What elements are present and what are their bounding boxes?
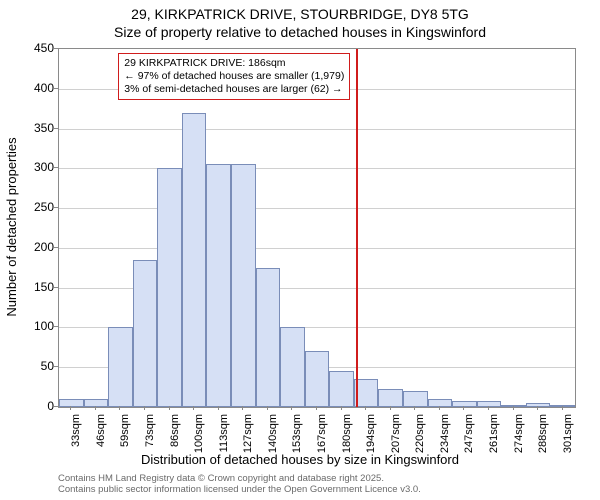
- reference-line: [356, 49, 358, 407]
- histogram-bar: [256, 268, 281, 407]
- histogram-bar: [403, 391, 428, 407]
- xtick-mark: [341, 406, 342, 410]
- xtick-mark: [144, 406, 145, 410]
- annotation-callout: 29 KIRKPATRICK DRIVE: 186sqm ← 97% of de…: [118, 53, 350, 100]
- xtick-mark: [267, 406, 268, 410]
- xtick-mark: [291, 406, 292, 410]
- histogram-bar: [133, 260, 158, 407]
- xtick-mark: [562, 406, 563, 410]
- histogram-bar: [206, 164, 231, 407]
- xtick-mark: [414, 406, 415, 410]
- ytick-label: 250: [14, 200, 54, 214]
- ytick-label: 200: [14, 240, 54, 254]
- histogram-bar: [280, 327, 305, 407]
- gridline: [59, 168, 575, 169]
- credits-line2: Contains public sector information licen…: [58, 484, 421, 495]
- ytick-label: 50: [14, 359, 54, 373]
- histogram-bar: [501, 405, 526, 407]
- histogram-bar: [550, 405, 575, 407]
- histogram-bar: [378, 389, 403, 407]
- xtick-mark: [193, 406, 194, 410]
- histogram-bar: [182, 113, 207, 407]
- annotation-line1: 29 KIRKPATRICK DRIVE: 186sqm: [124, 57, 344, 70]
- credits: Contains HM Land Registry data © Crown c…: [58, 473, 421, 496]
- xtick-mark: [70, 406, 71, 410]
- ytick-label: 300: [14, 160, 54, 174]
- histogram-bar: [59, 399, 84, 407]
- histogram-bar: [157, 168, 182, 407]
- annotation-line3: 3% of semi-detached houses are larger (6…: [124, 83, 344, 96]
- xtick-mark: [365, 406, 366, 410]
- ytick-label: 0: [14, 399, 54, 413]
- chart-title-line1: 29, KIRKPATRICK DRIVE, STOURBRIDGE, DY8 …: [0, 6, 600, 22]
- xtick-mark: [513, 406, 514, 410]
- xtick-mark: [537, 406, 538, 410]
- ytick-label: 350: [14, 121, 54, 135]
- xtick-mark: [169, 406, 170, 410]
- gridline: [59, 129, 575, 130]
- gridline: [59, 248, 575, 249]
- xtick-mark: [242, 406, 243, 410]
- xtick-mark: [463, 406, 464, 410]
- histogram-bar: [108, 327, 133, 407]
- ytick-label: 450: [14, 41, 54, 55]
- xtick-mark: [316, 406, 317, 410]
- property-size-histogram: 29, KIRKPATRICK DRIVE, STOURBRIDGE, DY8 …: [0, 0, 600, 500]
- histogram-bar: [329, 371, 354, 407]
- ytick-label: 100: [14, 319, 54, 333]
- xtick-mark: [390, 406, 391, 410]
- histogram-bar: [84, 399, 109, 407]
- histogram-bar: [305, 351, 330, 407]
- xtick-mark: [95, 406, 96, 410]
- chart-title-line2: Size of property relative to detached ho…: [0, 24, 600, 40]
- xtick-mark: [488, 406, 489, 410]
- ytick-label: 400: [14, 81, 54, 95]
- plot-area: 29 KIRKPATRICK DRIVE: 186sqm ← 97% of de…: [58, 48, 576, 408]
- histogram-bar: [452, 401, 477, 407]
- x-axis-label: Distribution of detached houses by size …: [0, 452, 600, 467]
- histogram-bar: [428, 399, 453, 407]
- histogram-bar: [231, 164, 256, 407]
- gridline: [59, 208, 575, 209]
- ytick-label: 150: [14, 280, 54, 294]
- xtick-mark: [119, 406, 120, 410]
- xtick-mark: [218, 406, 219, 410]
- credits-line1: Contains HM Land Registry data © Crown c…: [58, 473, 421, 484]
- xtick-mark: [439, 406, 440, 410]
- annotation-line2: ← 97% of detached houses are smaller (1,…: [124, 70, 344, 83]
